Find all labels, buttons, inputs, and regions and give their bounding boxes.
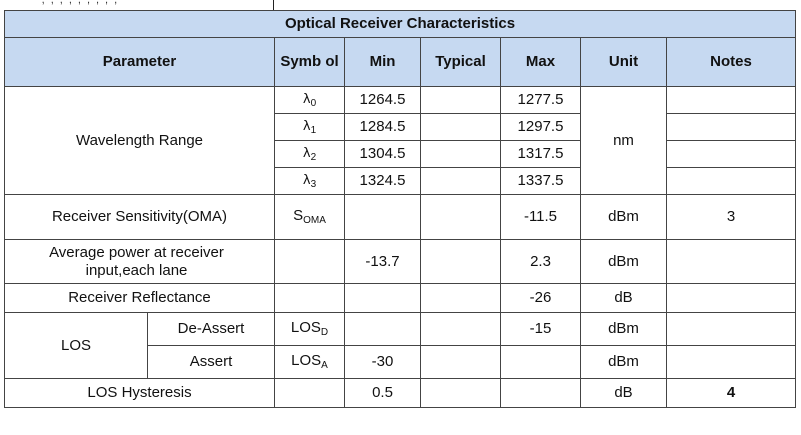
max-cell: -26 — [500, 283, 581, 313]
min-cell: 1304.5 — [344, 140, 421, 168]
los-assert-label: Assert — [147, 345, 275, 379]
typical-cell — [420, 140, 501, 168]
header-max: Max — [500, 37, 581, 87]
symbol-soma: SOMA — [274, 194, 345, 240]
cropped-text-fragment: `,,,,,,,,, — [32, 0, 124, 6]
notes-cell: 3 — [666, 194, 796, 240]
symbol-cell — [274, 378, 345, 408]
min-cell: 0.5 — [344, 378, 421, 408]
typical-cell — [420, 239, 501, 284]
notes-cell — [666, 167, 796, 195]
header-parameter: Parameter — [4, 37, 275, 87]
typical-cell — [420, 86, 501, 114]
table-row: λ2 1304.5 1317.5 — [5, 140, 796, 168]
table-row: Assert LOSA -30 dBm — [5, 345, 796, 379]
max-cell: 1297.5 — [500, 113, 581, 141]
max-cell — [500, 378, 581, 408]
table-row: Wavelength Range λ0 1264.5 1277.5 nm — [4, 86, 796, 195]
min-cell: 1324.5 — [344, 167, 421, 195]
min-cell: -30 — [344, 345, 421, 379]
symbol-lambda3: λ3 — [274, 167, 345, 195]
symbol-cell — [274, 239, 345, 284]
sensitivity-label: Receiver Sensitivity(OMA) — [4, 194, 275, 240]
wavelength-range-label: Wavelength Range — [4, 86, 275, 195]
min-cell — [344, 283, 421, 313]
typical-cell — [420, 345, 501, 379]
min-cell: 1284.5 — [344, 113, 421, 141]
table-row: Average power at receiver input,each lan… — [4, 239, 796, 284]
max-cell: 1277.5 — [500, 86, 581, 114]
max-cell: -15 — [500, 312, 581, 346]
header-unit: Unit — [580, 37, 667, 87]
table-title: Optical Receiver Characteristics — [4, 10, 796, 38]
reflectance-label: Receiver Reflectance — [4, 283, 275, 313]
max-cell: 2.3 — [500, 239, 581, 284]
header-symbol: Symb ol — [274, 37, 345, 87]
notes-cell: 4 — [666, 378, 796, 408]
notes-cell — [666, 239, 796, 284]
unit-cell: dBm — [580, 239, 667, 284]
table-row: Receiver Sensitivity(OMA) SOMA -11.5 dBm… — [4, 194, 796, 240]
table-row: LOS De-Assert LOSD -15 dBm — [4, 312, 796, 379]
avg-power-label: Average power at receiver input,each lan… — [4, 239, 275, 284]
table-row: Receiver Reflectance -26 dB — [4, 283, 796, 313]
typical-cell — [420, 312, 501, 346]
table-row: LOS Hysteresis 0.5 dB 4 — [4, 378, 796, 408]
min-cell: 1264.5 — [344, 86, 421, 114]
optical-receiver-table: Optical Receiver Characteristics Paramet… — [4, 10, 796, 408]
los-deassert-label: De-Assert — [147, 312, 275, 346]
symbol-lambda1: λ1 — [274, 113, 345, 141]
unit-cell: dBm — [580, 312, 667, 346]
symbol-cell — [274, 283, 345, 313]
header-notes: Notes — [666, 37, 796, 87]
min-cell — [344, 194, 421, 240]
max-cell: 1317.5 — [500, 140, 581, 168]
cropped-previous-content: `,,,,,,,,, — [0, 0, 801, 12]
unit-cell: dBm — [580, 194, 667, 240]
notes-cell — [666, 140, 796, 168]
min-cell: -13.7 — [344, 239, 421, 284]
los-hysteresis-label: LOS Hysteresis — [4, 378, 275, 408]
max-cell — [500, 345, 581, 379]
max-cell: -11.5 — [500, 194, 581, 240]
symbol-lambda2: λ2 — [274, 140, 345, 168]
cropped-border-line — [273, 0, 274, 10]
notes-cell — [666, 312, 796, 346]
typical-cell — [420, 283, 501, 313]
table-row: λ3 1324.5 1337.5 — [5, 167, 796, 195]
symbol-los-a: LOSA — [274, 345, 345, 379]
typical-cell — [420, 113, 501, 141]
header-typical: Typical — [420, 37, 501, 87]
symbol-lambda0: λ0 — [274, 86, 345, 114]
notes-cell — [666, 345, 796, 379]
min-cell — [344, 312, 421, 346]
notes-cell — [666, 283, 796, 313]
notes-cell — [666, 113, 796, 141]
los-label: LOS — [4, 312, 148, 379]
notes-cell — [666, 86, 796, 114]
unit-cell: dB — [580, 283, 667, 313]
typical-cell — [420, 378, 501, 408]
typical-cell — [420, 167, 501, 195]
wavelength-unit: nm — [580, 86, 667, 195]
max-cell: 1337.5 — [500, 167, 581, 195]
unit-cell: dB — [580, 378, 667, 408]
typical-cell — [420, 194, 501, 240]
symbol-los-d: LOSD — [274, 312, 345, 346]
header-min: Min — [344, 37, 421, 87]
unit-cell: dBm — [580, 345, 667, 379]
